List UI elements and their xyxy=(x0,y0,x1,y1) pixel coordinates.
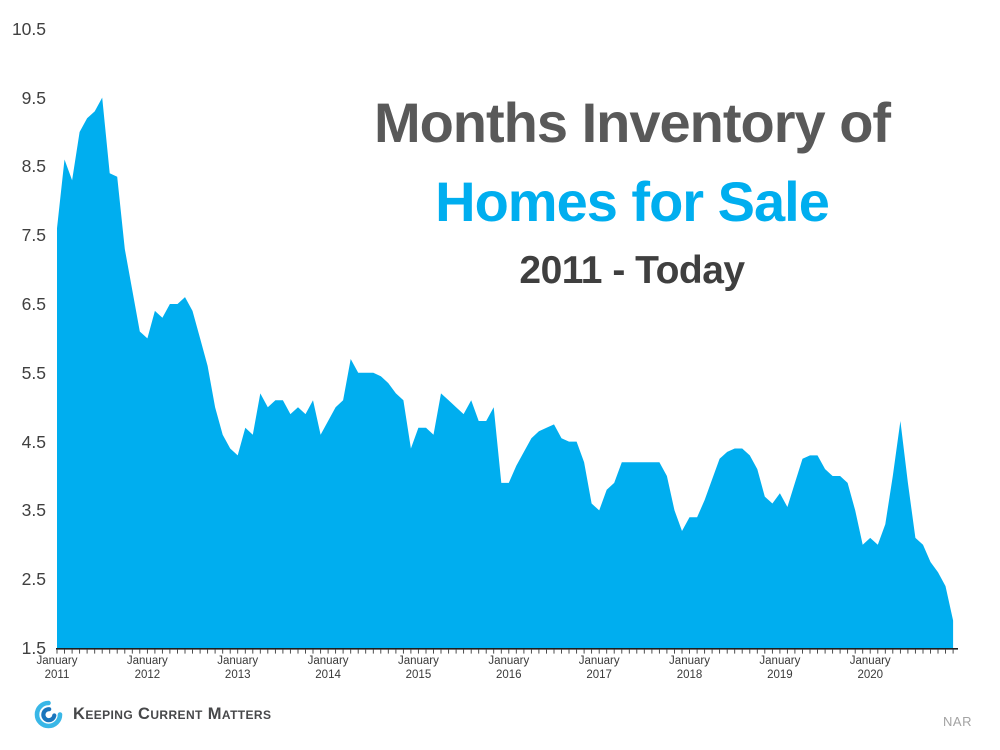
x-tick-label: January 2018 xyxy=(653,654,727,682)
x-tick-label: January 2020 xyxy=(833,654,907,682)
y-tick-label: 10.5 xyxy=(11,18,46,39)
y-tick-label: 6.5 xyxy=(21,294,46,314)
x-tick-month: January xyxy=(669,655,710,667)
x-tick-year: 2012 xyxy=(134,669,161,681)
x-tick-month: January xyxy=(126,655,168,667)
y-tick-label: 2.5 xyxy=(21,569,46,590)
y-tick-label: 9.5 xyxy=(21,87,46,108)
x-tick-label: January 2014 xyxy=(291,654,365,682)
x-tick-year: 2013 xyxy=(224,669,251,681)
x-tick-month: January xyxy=(397,655,439,667)
x-tick-label: January 2012 xyxy=(110,654,184,682)
y-tick-label: 8.5 xyxy=(21,156,46,177)
x-tick-month: January xyxy=(488,655,530,667)
x-tick-month: January xyxy=(849,655,891,667)
y-tick-label: 4.5 xyxy=(21,431,46,452)
x-tick-year: 2019 xyxy=(767,669,793,681)
x-tick-month: January xyxy=(307,655,349,667)
y-tick-label: 7.5 xyxy=(21,225,46,246)
kcm-swirl-icon xyxy=(34,700,63,729)
x-tick-label: January 2019 xyxy=(743,654,817,682)
x-tick-label: January 2015 xyxy=(381,654,455,682)
y-tick-label: 3.5 xyxy=(21,500,46,521)
x-tick-year: 2015 xyxy=(405,669,432,681)
x-tick-year: 2016 xyxy=(496,669,522,681)
x-tick-label: January 2011 xyxy=(20,654,94,682)
source-label: NAR xyxy=(943,714,972,729)
x-tick-year: 2011 xyxy=(44,669,70,681)
x-tick-month: January xyxy=(217,655,259,667)
inventory-area-series xyxy=(57,97,954,649)
brand-name: Keeping Current Matters xyxy=(73,705,272,723)
footer: Keeping Current Matters NAR xyxy=(0,694,1000,738)
x-tick-label: January 2013 xyxy=(201,654,275,682)
x-tick-label: January 2016 xyxy=(472,654,546,682)
x-tick-month: January xyxy=(36,655,78,667)
x-tick-month: January xyxy=(759,655,801,667)
x-tick-year: 2017 xyxy=(586,669,612,681)
x-tick-year: 2014 xyxy=(315,669,341,681)
y-tick-label: 1.5 xyxy=(21,638,46,658)
x-tick-year: 2020 xyxy=(857,669,884,681)
x-tick-label: January 2017 xyxy=(562,654,636,682)
x-tick-month: January xyxy=(578,655,620,667)
x-tick-year: 2018 xyxy=(676,669,703,681)
y-tick-label: 5.5 xyxy=(21,362,46,383)
